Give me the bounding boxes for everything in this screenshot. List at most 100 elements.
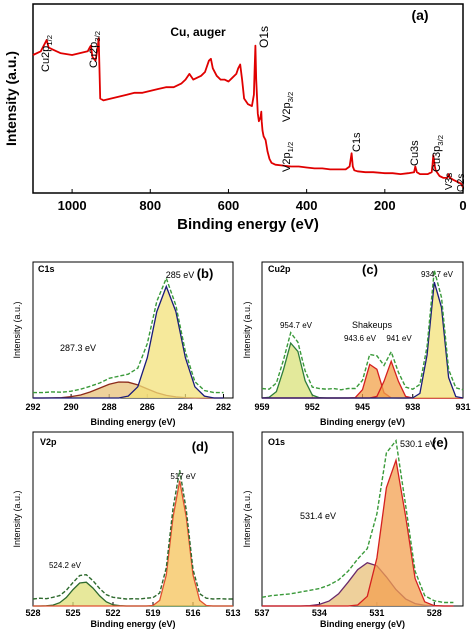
annotation-subscript: 3/2 bbox=[436, 135, 445, 146]
panel: 1000 800 600 400 200 0 Binding energy (eV) Inte… bbox=[3, 3, 467, 233]
annotation: 530.1 eV bbox=[400, 439, 436, 449]
data-line bbox=[261, 270, 464, 391]
fit-area bbox=[33, 382, 224, 398]
x-tick-label: 531 bbox=[369, 608, 384, 618]
x-tick-label: 290 bbox=[64, 402, 79, 412]
spectrum-line bbox=[32, 37, 464, 188]
fit-line bbox=[262, 457, 454, 607]
fit-area bbox=[262, 460, 454, 606]
y-axis-label: Intensity (a.u.) bbox=[3, 51, 19, 146]
fit-area bbox=[262, 562, 454, 606]
y-axis-label: Intensity (a.u.) bbox=[12, 301, 22, 358]
data-line bbox=[33, 276, 224, 394]
x-tick-label: 400 bbox=[296, 198, 318, 213]
x-tick-label: 288 bbox=[102, 402, 117, 412]
annotation: 517 eV bbox=[170, 472, 196, 481]
plot-frame bbox=[32, 431, 234, 607]
fit-line bbox=[33, 480, 233, 607]
x-tick-label: 931 bbox=[455, 402, 470, 412]
annotation: 531.4 eV bbox=[300, 511, 336, 521]
fit-area bbox=[262, 364, 463, 398]
data-line bbox=[261, 438, 454, 604]
x-tick-label: 1000 bbox=[58, 198, 87, 213]
x-tick-label: 938 bbox=[405, 402, 420, 412]
x-axis-label: Binding energy (eV) bbox=[177, 216, 319, 233]
fit-area bbox=[33, 582, 233, 606]
x-tick-label: 600 bbox=[218, 198, 240, 213]
annotation-text: Cu2p bbox=[40, 46, 52, 72]
annotation: V3s bbox=[444, 173, 455, 190]
annotation: V2p3/2 bbox=[281, 92, 295, 122]
fit-line bbox=[33, 284, 224, 399]
annotation: Cu3p3/2 bbox=[431, 135, 445, 172]
annotation: V2p1/2 bbox=[281, 142, 295, 172]
annotation: C1s bbox=[351, 132, 363, 152]
panel-label: (b) bbox=[197, 266, 214, 281]
x-tick-label: 945 bbox=[355, 402, 370, 412]
panel: 959 952 945 938 931 Binding energy (eV) Intens… bbox=[242, 261, 471, 427]
x-tick-label: 282 bbox=[216, 402, 231, 412]
plot-frame bbox=[32, 3, 464, 194]
annotation-subscript: 1/2 bbox=[286, 142, 295, 153]
plot-frame bbox=[32, 261, 234, 399]
annotation-text: Cu3p bbox=[431, 146, 443, 172]
x-tick-label: 800 bbox=[139, 198, 161, 213]
panel-title: O1s bbox=[268, 437, 285, 447]
x-tick-label: 525 bbox=[65, 608, 80, 618]
annotation-text: Cu2p bbox=[88, 42, 100, 68]
annotation-subscript: 3/2 bbox=[93, 31, 102, 42]
x-tick-label: 959 bbox=[254, 402, 269, 412]
x-tick-label: 516 bbox=[185, 608, 200, 618]
panel-label: (a) bbox=[411, 7, 428, 23]
annotation: 285 eV bbox=[166, 270, 195, 280]
x-tick-label: 286 bbox=[140, 402, 155, 412]
x-tick-label: 952 bbox=[305, 402, 320, 412]
panel-label: (e) bbox=[432, 435, 448, 450]
x-tick-label: 528 bbox=[427, 608, 442, 618]
x-tick-label: 284 bbox=[178, 402, 193, 412]
panel: 292 290 288 286 284 282 Binding energy (eV) Int… bbox=[12, 261, 234, 427]
annotation: 954.7 eV bbox=[280, 321, 313, 330]
x-tick-label: 528 bbox=[25, 608, 40, 618]
fit-line bbox=[262, 281, 464, 399]
annotation-subscript: 1/2 bbox=[45, 35, 54, 46]
x-tick-label: 0 bbox=[459, 198, 466, 213]
fit-area bbox=[33, 480, 233, 606]
x-tick-label: 522 bbox=[105, 608, 120, 618]
x-axis-label: Binding energy (eV) bbox=[320, 619, 405, 629]
annotation: O2s bbox=[456, 174, 467, 192]
x-axis-label: Binding energy (eV) bbox=[90, 417, 175, 427]
y-axis-label: Intensity (a.u.) bbox=[242, 490, 252, 547]
panel-title: Cu2p bbox=[268, 264, 291, 274]
annotation-text: V2p bbox=[281, 152, 293, 172]
y-axis-label: Intensity (a.u.) bbox=[242, 301, 252, 358]
annotation: Cu3s bbox=[409, 140, 421, 166]
annotation-subscript: 3/2 bbox=[286, 92, 295, 103]
annotation: 524.2 eV bbox=[49, 561, 82, 570]
panel-label: (c) bbox=[362, 262, 378, 277]
x-tick-label: 513 bbox=[225, 608, 240, 618]
data-line bbox=[32, 470, 233, 600]
x-tick-label: 534 bbox=[312, 608, 327, 618]
annotation-text: V2p bbox=[281, 102, 293, 122]
fit-area bbox=[262, 282, 463, 398]
panel-label: (d) bbox=[192, 439, 209, 454]
x-tick-label: 292 bbox=[25, 402, 40, 412]
annotation: O1s bbox=[257, 26, 271, 48]
y-axis-label: Intensity (a.u.) bbox=[12, 490, 22, 547]
annotation: 287.3 eV bbox=[60, 343, 96, 353]
panel-title: C1s bbox=[38, 264, 55, 274]
x-tick-label: 519 bbox=[145, 608, 160, 618]
annotation: 941 eV bbox=[386, 334, 412, 343]
panel: 528 525 522 519 516 513 Binding energy (eV) Int… bbox=[12, 431, 241, 629]
panel: 537 534 531 528 Binding energy (eV) Intensity… bbox=[242, 431, 464, 629]
x-tick-label: 537 bbox=[254, 608, 269, 618]
annotation: 943.6 eV bbox=[344, 334, 377, 343]
panel-title: V2p bbox=[40, 437, 57, 447]
annotation: Shakeups bbox=[352, 320, 393, 330]
x-axis-label: Binding energy (eV) bbox=[320, 417, 405, 427]
annotation: Cu2p3/2 bbox=[88, 31, 102, 68]
annotation: Cu2p1/2 bbox=[40, 35, 54, 72]
annotation: 934.7 eV bbox=[421, 270, 454, 279]
